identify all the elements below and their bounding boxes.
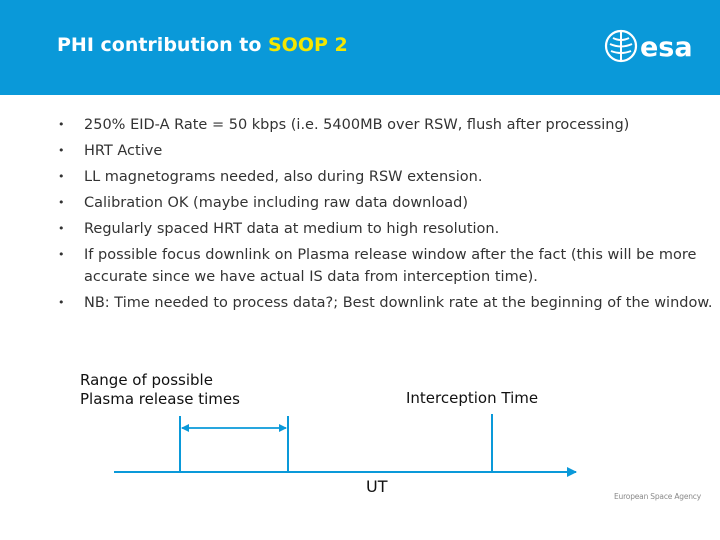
bullet-icon: • [58,196,65,209]
bullet-icon: • [58,222,65,235]
bullet-icon: • [58,144,65,157]
slide-title-highlight: SOOP 2 [268,34,348,56]
bullet-item: • Calibration OK (maybe including raw dat… [58,192,718,214]
bullet-item: • HRT Active [58,140,718,162]
timeline-diagram [110,410,580,480]
esa-emblem-icon [604,29,638,63]
bullet-item: • Regularly spaced HRT data at medium to … [58,218,718,240]
bullet-list: • 250% EID-A Rate = 50 kbps (i.e. 5400MB … [58,114,718,318]
ut-axis-label: UT [366,477,388,496]
bullet-icon: • [58,248,65,261]
interception-label: Interception Time [406,389,539,407]
bullet-item: • If possible focus downlink on Plasma re… [58,244,718,288]
title-band: PHI contribution to SOOP 2 esa [0,0,720,95]
footer-agency-name: European Space Agency [614,492,701,501]
bullet-item: • 250% EID-A Rate = 50 kbps (i.e. 5400MB … [58,114,718,136]
bullet-icon: • [58,170,65,183]
bullet-item: • LL magnetograms needed, also during RSW… [58,166,718,188]
bullet-icon: • [58,296,65,309]
slide-title: PHI contribution to SOOP 2 [57,34,348,56]
range-label: Range of possible Plasma release times [80,371,240,408]
bullet-item: • NB: Time needed to process data?; Best … [58,292,718,314]
bullet-icon: • [58,118,65,131]
esa-wordmark: esa [640,32,693,63]
esa-logo: esa [604,28,704,64]
slide-title-prefix: PHI contribution to [57,34,268,56]
